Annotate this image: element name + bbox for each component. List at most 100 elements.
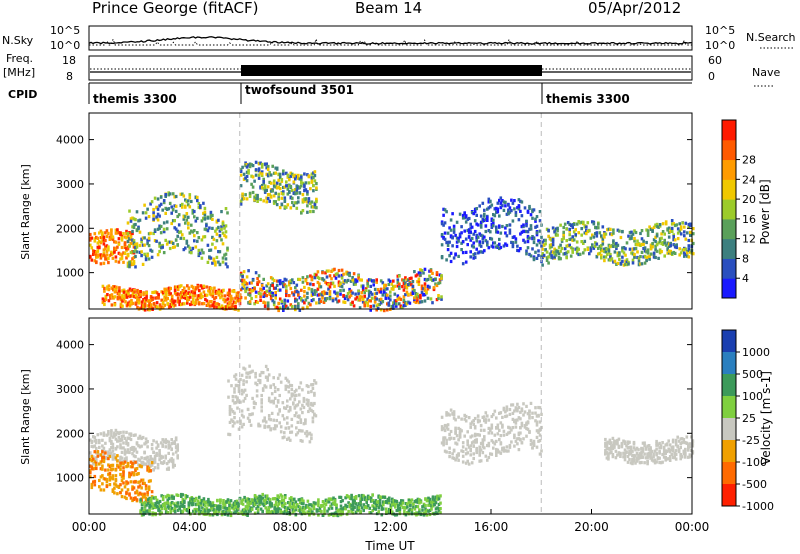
- echo-cell: [140, 254, 143, 258]
- echo-cell: [202, 301, 206, 306]
- echo-cell: [95, 250, 98, 254]
- echo-cell: [327, 500, 331, 504]
- echo-cell: [605, 456, 609, 460]
- echo-cell: [119, 257, 122, 261]
- echo-cell: [140, 503, 144, 507]
- echo-cell: [114, 468, 118, 472]
- echo-cell: [183, 286, 186, 290]
- echo-cell: [313, 179, 317, 183]
- echo-cell: [490, 414, 494, 419]
- echo-cell: [501, 199, 504, 203]
- echo-cell: [437, 294, 440, 298]
- echo-cell: [297, 186, 300, 190]
- echo-cell: [330, 269, 333, 273]
- echo-cell: [203, 206, 207, 210]
- echo-cell: [171, 441, 175, 445]
- echo-cell: [135, 242, 139, 246]
- echo-cell: [123, 245, 127, 249]
- echo-cell: [330, 506, 334, 510]
- echo-cell: [519, 438, 522, 442]
- echo-cell: [310, 288, 314, 292]
- echo-cell: [235, 509, 239, 513]
- colorbar-swatch: [722, 199, 736, 220]
- echo-cell: [475, 446, 478, 451]
- echo-cell: [550, 250, 553, 254]
- echo-cell: [684, 247, 688, 251]
- echo-cell: [589, 248, 593, 252]
- echo-cell: [360, 493, 364, 498]
- echo-cell: [461, 460, 465, 464]
- echo-cell: [640, 262, 644, 266]
- echo-cell: [183, 293, 186, 298]
- echo-cell: [306, 204, 309, 208]
- echo-cell: [202, 508, 206, 512]
- echo-cell: [117, 231, 121, 235]
- echo-cell: [553, 252, 556, 256]
- echo-cell: [277, 288, 280, 292]
- echo-cell: [296, 403, 300, 407]
- echo-cell: [507, 203, 510, 207]
- echo-cell: [318, 508, 322, 512]
- echo-cell: [198, 296, 201, 300]
- echo-cell: [102, 477, 106, 481]
- echo-cell: [658, 251, 662, 255]
- echo-cell: [492, 241, 495, 245]
- echo-cell: [150, 461, 154, 465]
- echo-cell: [198, 302, 201, 306]
- echo-cell: [160, 305, 163, 309]
- echo-cell: [390, 304, 394, 309]
- echo-cell: [461, 251, 465, 255]
- echo-cell: [176, 292, 180, 296]
- echo-cell: [168, 246, 172, 251]
- echo-cell: [269, 195, 273, 199]
- echo-cell: [167, 193, 170, 197]
- echo-cell: [197, 252, 201, 256]
- echo-cell: [237, 384, 241, 388]
- echo-cell: [663, 241, 666, 245]
- echo-cell: [333, 511, 337, 515]
- echo-cell: [440, 415, 444, 419]
- echo-cell: [169, 299, 172, 303]
- echo-cell: [516, 244, 519, 248]
- echo-cell: [442, 426, 445, 431]
- echo-cell: [423, 277, 427, 282]
- echo-cell: [117, 435, 121, 439]
- echo-cell: [658, 248, 662, 252]
- echo-cell: [304, 181, 308, 185]
- echo-cell: [279, 380, 283, 384]
- echo-cell: [449, 218, 453, 222]
- echo-cell: [132, 446, 136, 450]
- echo-cell: [398, 296, 401, 300]
- echo-cell: [119, 461, 122, 465]
- echo-cell: [550, 254, 553, 258]
- colorbar-tick-label: 4: [742, 272, 749, 285]
- echo-cell: [478, 459, 481, 463]
- echo-cell: [266, 378, 269, 382]
- echo-cell: [121, 294, 124, 298]
- echo-cell: [156, 466, 160, 470]
- echo-cell: [170, 442, 173, 446]
- echo-cell: [621, 246, 624, 250]
- echo-cell: [670, 222, 674, 226]
- echo-cell: [192, 298, 195, 302]
- echo-cell: [261, 371, 265, 375]
- echo-cell: [267, 373, 271, 377]
- echo-cell: [496, 423, 500, 427]
- echo-cell: [184, 221, 187, 225]
- echo-cell: [479, 225, 483, 229]
- echo-cell: [273, 386, 277, 390]
- echo-cell: [211, 217, 214, 221]
- echo-cell: [267, 399, 271, 403]
- echo-cell: [675, 245, 678, 250]
- echo-cell: [344, 496, 347, 500]
- echo-cell: [162, 227, 166, 231]
- echo-cell: [142, 511, 145, 515]
- echo-cell: [437, 296, 440, 300]
- echo-cell: [342, 272, 345, 276]
- echo-cell: [146, 468, 149, 472]
- echo-cell: [284, 387, 288, 391]
- echo-cell: [166, 296, 169, 301]
- echo-cell: [504, 200, 507, 204]
- echo-cell: [483, 214, 486, 218]
- echo-cell: [322, 278, 326, 282]
